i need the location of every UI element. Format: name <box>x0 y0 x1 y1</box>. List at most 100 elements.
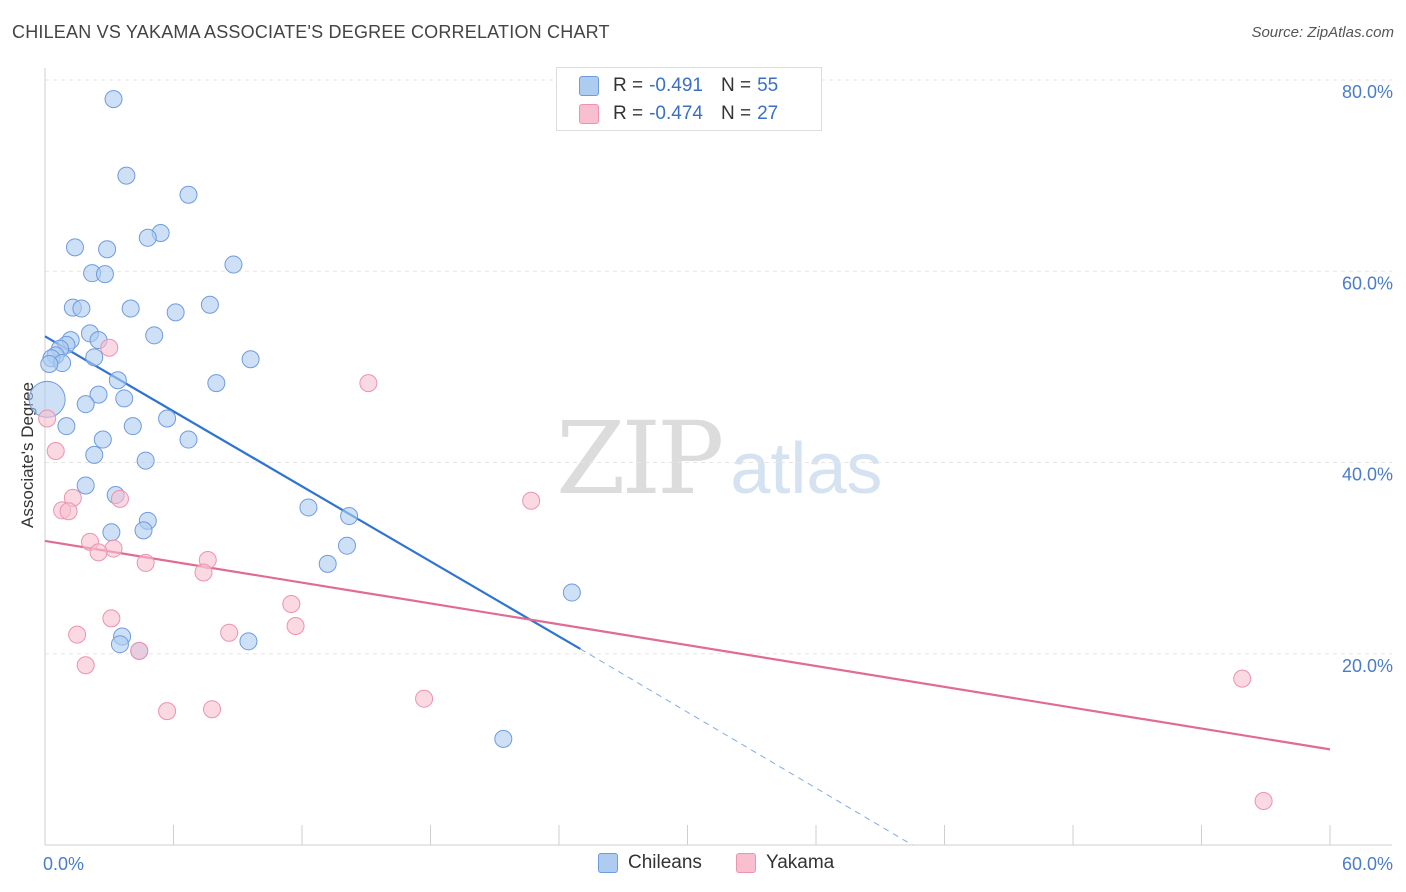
yakama-point <box>194 563 213 582</box>
y-tick-label: 60.0% <box>1342 273 1393 293</box>
yakama-point <box>59 502 78 521</box>
yakama-swatch <box>579 104 599 124</box>
chileans-point <box>76 476 95 495</box>
yakama-point <box>89 543 108 562</box>
source-label: Source: ZipAtlas.com <box>1251 24 1394 41</box>
chileans-point <box>207 374 226 393</box>
watermark: ZIP atlas <box>556 400 882 517</box>
legend-label-yakama: Yakama <box>765 852 835 873</box>
chileans-point <box>134 521 153 540</box>
legend-label-chileans: Chileans <box>628 852 702 873</box>
chileans-point <box>145 326 164 345</box>
chileans-swatch <box>598 853 618 873</box>
yakama-point <box>38 409 57 428</box>
chileans-point <box>110 635 129 654</box>
yakama-point <box>104 539 123 558</box>
yakama-point <box>203 700 222 719</box>
yakama-point <box>286 617 305 636</box>
chileans-trend-extension <box>580 648 913 846</box>
chileans-point <box>340 507 359 526</box>
chileans-point <box>136 451 155 470</box>
yakama-point <box>130 641 149 660</box>
legend-item-chileans[interactable]: Chileans <box>598 852 702 874</box>
watermark-atlas: atlas <box>730 429 883 509</box>
chileans-point <box>494 729 513 748</box>
chileans-point <box>123 417 142 436</box>
chileans-trend-line <box>44 335 581 650</box>
chart-title: CHILEAN VS YAKAMA ASSOCIATE'S DEGREE COR… <box>12 22 610 42</box>
yakama-point <box>220 623 239 642</box>
x-tick-label: 60.0% <box>1342 854 1393 874</box>
legend-r-value: -0.491 <box>649 75 703 96</box>
legend-item-yakama[interactable]: Yakama <box>735 852 835 874</box>
chileans-point <box>85 348 104 367</box>
y-tick-label: 40.0% <box>1342 465 1393 485</box>
chileans-point <box>318 554 337 573</box>
trend-lines <box>44 335 1331 846</box>
yakama-trend-line <box>44 539 1331 751</box>
series-legend: Chileans Yakama <box>598 852 868 874</box>
yakama-point <box>76 656 95 675</box>
y-tick-label: 80.0% <box>1342 82 1393 102</box>
chileans-point <box>224 255 243 274</box>
legend-n-value: 27 <box>757 103 779 124</box>
legend-r-value: -0.474 <box>649 103 703 124</box>
chileans-point <box>158 409 177 428</box>
yakama-point <box>100 338 119 357</box>
yakama-swatch <box>735 853 756 873</box>
chileans-point <box>166 303 185 322</box>
chileans-point <box>57 417 76 436</box>
yakama-point <box>359 374 378 393</box>
yakama-point <box>110 489 129 508</box>
chileans-point <box>179 185 198 204</box>
legend-row-chileans: R = -0.491 N = 55 <box>579 73 778 99</box>
legend-r-label: R = <box>613 103 644 124</box>
chileans-point <box>76 395 95 414</box>
chileans-point <box>179 430 198 449</box>
yakama-point <box>158 702 177 721</box>
axes <box>44 68 1392 846</box>
legend-r-label: R = <box>613 75 644 96</box>
yakama-point <box>1254 792 1273 811</box>
chileans-point <box>115 389 134 408</box>
legend-n-label: N = <box>720 75 752 96</box>
chileans-point <box>72 299 91 318</box>
correlation-legend: R = -0.491 N = 55 R = -0.474 N = 27 <box>556 67 822 131</box>
yakama-point <box>102 609 121 628</box>
yakama-point <box>415 689 434 708</box>
chileans-swatch <box>579 76 599 96</box>
legend-n-value: 55 <box>757 75 779 96</box>
tick-labels: 20.0% 40.0% 60.0% 80.0% 0.0% 60.0% <box>43 82 1393 874</box>
watermark-zip: ZIP <box>556 400 724 517</box>
chileans-point <box>241 350 260 369</box>
chileans-point <box>239 632 258 651</box>
chileans-point <box>93 430 112 449</box>
chileans-point <box>104 90 123 109</box>
legend-row-yakama: R = -0.474 N = 27 <box>579 101 778 127</box>
chileans-point <box>85 445 104 464</box>
chileans-point <box>98 240 117 259</box>
chileans-point <box>299 498 318 517</box>
chileans-point <box>200 295 219 314</box>
yakama-point <box>46 442 65 461</box>
chileans-point <box>138 228 157 247</box>
chileans-point <box>95 265 114 284</box>
chileans-point <box>40 355 59 374</box>
x-tick-label: 0.0% <box>43 854 84 874</box>
chileans-point <box>108 371 127 390</box>
legend-n-label: N = <box>720 103 752 124</box>
yakama-point <box>1233 669 1252 688</box>
chileans-point <box>337 536 356 555</box>
data-points <box>28 90 1273 811</box>
yakama-point <box>68 625 87 644</box>
chileans-point <box>117 166 136 185</box>
yakama-point <box>282 595 301 614</box>
y-tick-label: 20.0% <box>1342 656 1393 676</box>
yakama-point <box>522 491 541 510</box>
chileans-point <box>102 523 121 542</box>
chileans-point <box>562 583 581 602</box>
yakama-point <box>136 553 155 572</box>
chileans-point <box>65 238 84 257</box>
chileans-point <box>121 299 140 318</box>
